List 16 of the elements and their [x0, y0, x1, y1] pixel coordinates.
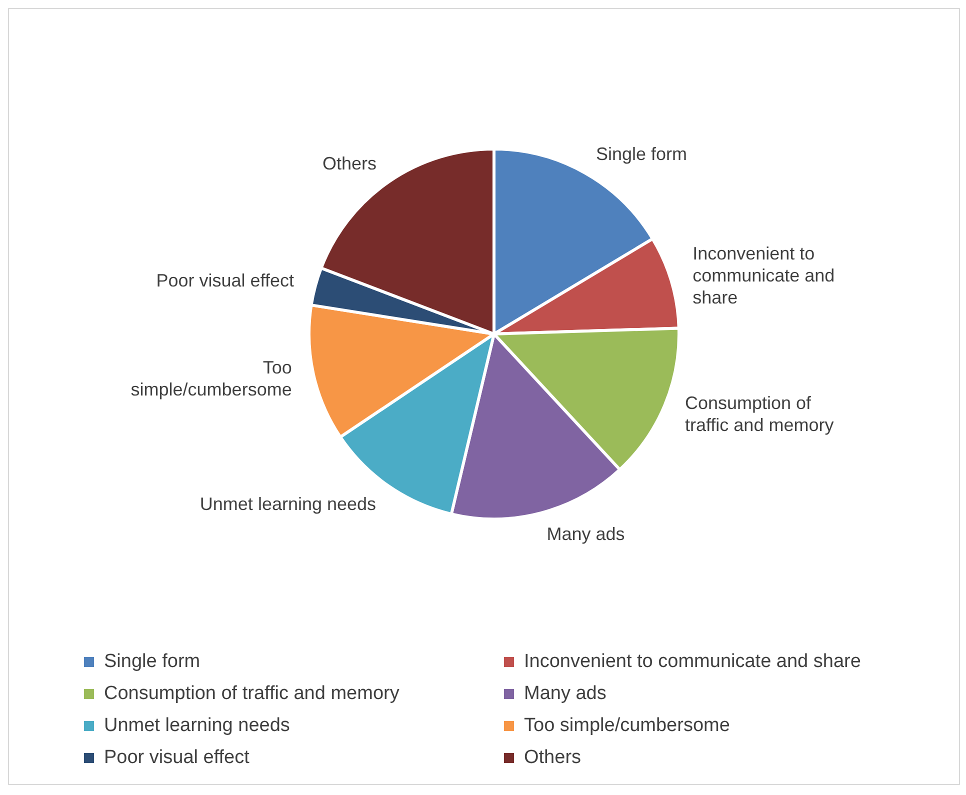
slice-label: Others: [322, 154, 377, 174]
legend-label: Unmet learning needs: [104, 715, 290, 737]
slice-label: Consumption of traffic and memory: [684, 392, 834, 435]
slice-label: Many ads: [546, 524, 625, 544]
slice-label: Inconvenient to communicate and share: [692, 244, 835, 308]
legend-label: Consumption of traffic and memory: [104, 683, 400, 705]
slice-label: Poor visual effect: [156, 270, 294, 291]
slice-label: Unmet learning needs: [200, 494, 376, 514]
legend-label: Poor visual effect: [104, 747, 250, 769]
slice-label: Too simple/cumbersome: [130, 358, 292, 400]
legend-label: Many ads: [524, 683, 606, 705]
legend-label: Others: [524, 747, 582, 769]
slice-label: Single form: [596, 144, 688, 164]
legend-label: Single form: [104, 651, 200, 673]
legend-label: Inconvenient to communicate and share: [524, 651, 861, 673]
legend-label: Too simple/cumbersome: [524, 715, 730, 737]
